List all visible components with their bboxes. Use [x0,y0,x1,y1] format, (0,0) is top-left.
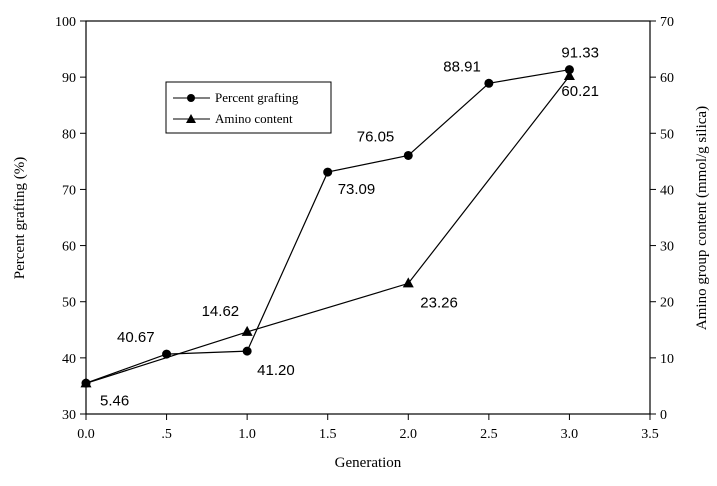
point-percent-grafting [484,78,494,88]
x-axis: 0.0 .5 1.0 1.5 2.0 2.5 3.0 3.5 [77,414,659,442]
y-tick-label: 100 [55,15,76,30]
point-amino-content [80,377,92,388]
y2-tick-label: 0 [660,408,667,423]
y-axis-right: 0 10 20 30 40 50 60 70 [650,15,674,423]
series-layer [80,65,575,388]
x-tick-label: 1.5 [319,427,337,442]
data-label-amino-content: 14.62 [202,303,240,320]
y2-tick-label: 50 [660,127,674,142]
x-tick-label: 1.0 [238,427,256,442]
data-label-percent-grafting: 41.20 [257,362,295,379]
point-percent-grafting [323,167,333,177]
x-tick-label: 0.0 [77,427,95,442]
x-tick-label: 3.0 [561,427,579,442]
y-tick-label: 40 [62,352,76,367]
x-tick-label: 3.5 [641,427,659,442]
data-label-percent-grafting: 91.33 [561,45,599,62]
data-label-percent-grafting: 73.09 [338,181,376,198]
data-label-percent-grafting: 76.05 [357,128,395,145]
legend: Percent grafting Amino content [165,81,332,134]
data-labels: 40.67 41.20 73.09 76.05 88.91 91.33 5.46 14.62 2… [100,45,599,410]
point-amino-content [402,277,414,288]
point-percent-grafting [403,150,413,160]
y2-tick-label: 30 [660,240,674,255]
point-percent-grafting [242,346,252,356]
legend-box [165,81,332,134]
y-tick-label: 60 [62,240,76,255]
data-label-amino-content: 5.46 [100,392,129,409]
plot-area-frame [85,20,651,415]
y2-tick-label: 20 [660,296,674,311]
y-axis-left: 30 40 50 60 70 80 90 100 [55,15,86,423]
y2-tick-label: 10 [660,352,674,367]
series-line-amino-content [85,75,570,384]
y-axis-left-title: Percent grafting (%) [12,157,28,279]
y-tick-label: 80 [62,127,76,142]
legend-label-amino-content: Amino content [215,111,293,126]
y-tick-label: 30 [62,408,76,423]
legend-marker-amino-content [186,114,196,123]
y-tick-label: 50 [62,296,76,311]
x-tick-label: .5 [161,427,172,442]
x-axis-title: Generation [335,455,402,471]
y2-tick-label: 70 [660,15,674,30]
data-label-percent-grafting: 88.91 [443,58,481,75]
x-tick-label: 2.0 [400,427,418,442]
y-tick-label: 70 [62,183,76,198]
legend-label-percent-grafting: Percent grafting [215,90,299,105]
x-tick-label: 2.5 [480,427,498,442]
data-label-percent-grafting: 40.67 [117,329,155,346]
y-tick-label: 90 [62,71,76,86]
y-axis-right-title: Amino group content (mmol/g silica) [694,106,710,330]
point-percent-grafting [564,65,574,75]
y2-tick-label: 60 [660,71,674,86]
data-label-amino-content: 60.21 [561,83,599,100]
data-label-amino-content: 23.26 [420,294,458,311]
point-amino-content [563,69,575,80]
y2-tick-label: 40 [660,183,674,198]
legend-marker-percent-grafting [187,94,195,102]
point-amino-content [241,325,253,336]
